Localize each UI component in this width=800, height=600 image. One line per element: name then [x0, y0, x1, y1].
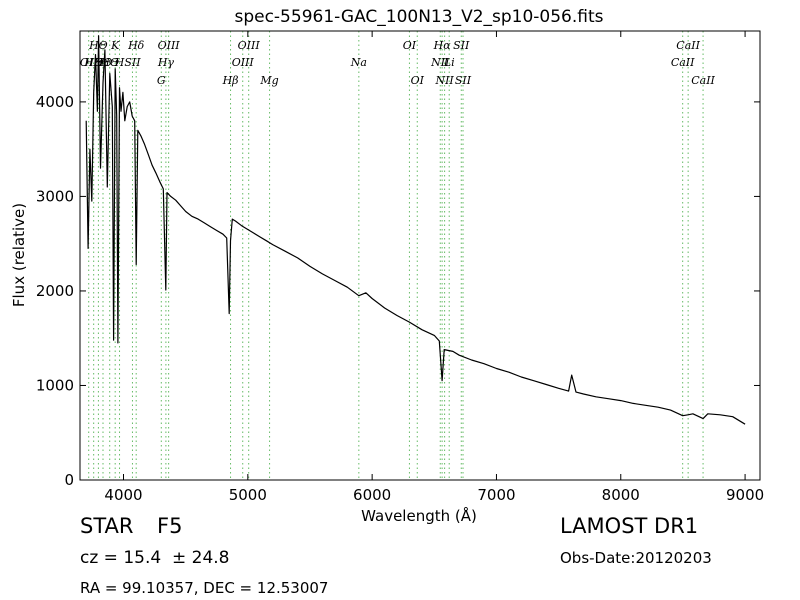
spectral-line-markers: [88, 31, 704, 480]
spectrum-line: [85, 35, 746, 425]
line-label: CaII: [691, 74, 715, 87]
line-label: Hα: [433, 39, 452, 52]
y-tick-label: 3000: [36, 187, 74, 205]
y-tick-label: 1000: [36, 376, 74, 394]
line-label: Mg: [259, 74, 278, 87]
line-label: SII: [455, 74, 472, 87]
line-label: OIII: [158, 39, 181, 52]
y-axis-label: Flux (relative): [10, 203, 28, 307]
coordinates-text: RA = 99.10357, DEC = 12.53007: [80, 579, 329, 597]
x-tick-label: 5000: [229, 486, 267, 504]
y-tick-label: 4000: [36, 93, 74, 111]
line-label: OIII: [232, 56, 255, 69]
line-label: OIII: [238, 39, 261, 52]
line-label: Hβ: [222, 74, 239, 87]
line-label: K: [110, 39, 120, 52]
line-label: NII: [430, 56, 450, 69]
x-tick-label: 9000: [726, 486, 764, 504]
x-axis-ticks: 4000 5000 6000 7000 8000 9000: [104, 31, 764, 504]
line-label: OI: [403, 39, 417, 52]
line-label: NII: [434, 74, 454, 87]
survey-name: LAMOST DR1: [560, 514, 699, 538]
line-label: Hγ: [157, 56, 175, 69]
chart-title: spec-55961-GAC_100N13_V2_sp10-056.fits: [234, 7, 603, 27]
obs-date: Obs-Date:20120203: [560, 549, 712, 567]
line-label: H: [114, 56, 125, 69]
x-tick-label: 4000: [104, 486, 142, 504]
line-label: Li: [443, 56, 455, 69]
line-label: SII: [124, 56, 141, 69]
line-label: CaII: [676, 39, 700, 52]
line-label: CaII: [671, 56, 695, 69]
line-label: SII: [453, 39, 470, 52]
x-tick-label: 8000: [602, 486, 640, 504]
y-axis-ticks: 0 1000 2000 3000 4000: [36, 93, 760, 489]
x-tick-label: 7000: [477, 486, 515, 504]
y-tick-label: 2000: [36, 282, 74, 300]
plot-frame: [79, 30, 761, 481]
line-label: OI: [411, 74, 425, 87]
line-label: G: [157, 74, 166, 87]
x-tick-label: 6000: [353, 486, 391, 504]
line-label: Na: [350, 56, 367, 69]
redshift-text: cz = 15.4 ± 24.8: [80, 548, 230, 568]
line-label: Hδ: [127, 39, 145, 52]
object-subclass: F5: [157, 514, 183, 538]
y-tick-label: 0: [64, 471, 74, 489]
line-label: OII: [80, 56, 98, 69]
object-class: STAR: [80, 514, 134, 538]
x-axis-label: Wavelength (Å): [361, 506, 477, 525]
